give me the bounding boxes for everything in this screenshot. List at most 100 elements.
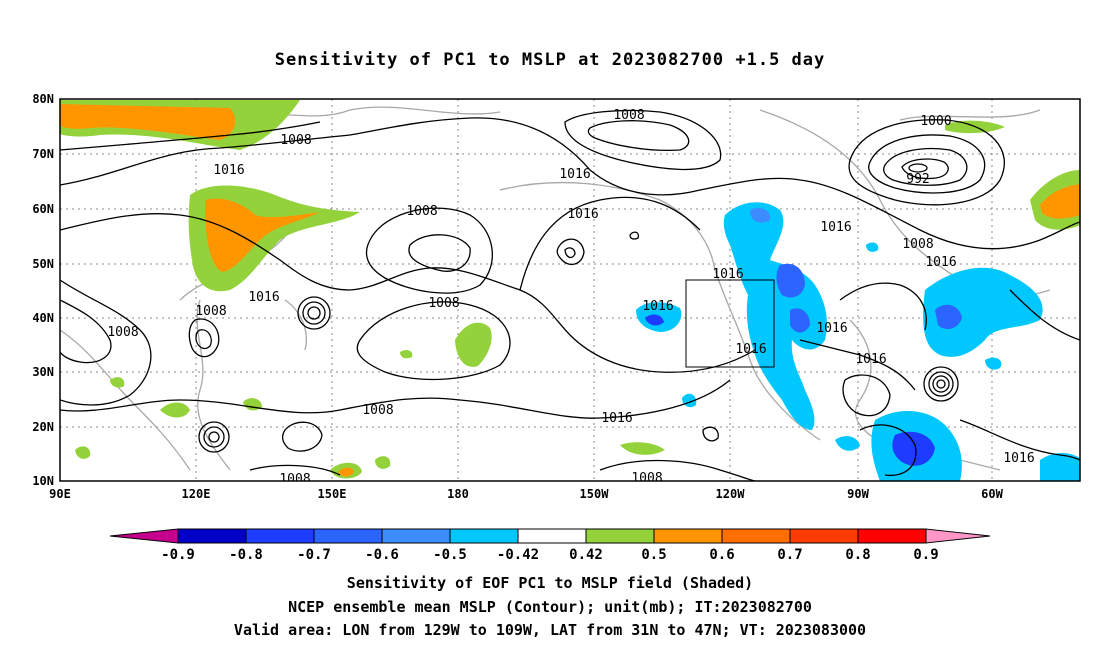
negative-core-3: [750, 208, 771, 223]
lon-label: 60W: [981, 487, 1003, 501]
colorbar-arrow-left: [109, 528, 179, 544]
positive-core-siberia: [205, 198, 320, 272]
colorbar-tick-label: 0.6: [709, 547, 734, 563]
contour-label: 1000: [920, 114, 951, 129]
longitude-labels: 90E 120E 150E 180 150W 120W 90W 60W: [49, 487, 1003, 501]
positive-core-atlantic: [1040, 184, 1080, 219]
lon-label: 120W: [716, 487, 746, 501]
positive-patch-8: [75, 446, 91, 459]
mslp-contours: [60, 109, 1080, 481]
lat-label: 60N: [32, 202, 54, 216]
colorbar-cell: [585, 528, 655, 544]
colorbar-tick-label: 0.7: [777, 547, 802, 563]
contour-label: 1008: [428, 296, 459, 311]
lon-label: 180: [447, 487, 469, 501]
valid-area-box: [685, 279, 775, 368]
colorbar-arrow-right: [925, 528, 991, 544]
negative-area-southeast: [1040, 453, 1080, 481]
lon-label: 90W: [847, 487, 869, 501]
negative-shading: [636, 202, 1080, 481]
positive-core-arctic: [60, 104, 236, 140]
contour-label: 1016: [816, 321, 847, 336]
contour-label: 1008: [279, 472, 310, 487]
contour-label: 1016: [601, 411, 632, 426]
lat-label: 10N: [32, 474, 54, 488]
contour-label: 1008: [362, 403, 393, 418]
contour-label: 1016: [642, 299, 673, 314]
negative-area-northamerica: [723, 202, 827, 430]
lat-label: 50N: [32, 257, 54, 271]
contour-label: 1016: [213, 163, 244, 178]
contour-label: 1016: [712, 267, 743, 282]
colorbar-tick-label: -0.9: [161, 547, 195, 563]
negative-core-offshore: [645, 314, 664, 326]
lon-label: 150E: [318, 487, 347, 501]
positive-patch-6: [110, 377, 125, 388]
positive-area-pacific: [455, 322, 492, 367]
positive-patch-4: [375, 456, 391, 469]
caption-contour: NCEP ensemble mean MSLP (Contour); unit(…: [288, 598, 812, 616]
colorbar-tick-label: -0.42: [497, 547, 539, 563]
negative-patch-north: [866, 242, 879, 252]
lon-label: 90E: [49, 487, 71, 501]
positive-patch-7: [400, 349, 413, 359]
colorbar-cell: [789, 528, 859, 544]
positive-shading: [60, 100, 1080, 479]
contour-label: 1008: [613, 108, 644, 123]
contour-label: 1016: [248, 290, 279, 305]
contour-label: 1008: [631, 471, 662, 486]
contour-label: 1008: [902, 237, 933, 252]
contour-label: 1008: [406, 204, 437, 219]
colorbar-cell: [449, 528, 519, 544]
contour-label: 1008: [280, 133, 311, 148]
colorbar-cell: [517, 528, 587, 544]
colorbar-tick-label: 0.5: [641, 547, 666, 563]
map-title: Sensitivity of PC1 to MSLP at 2023082700…: [274, 50, 826, 70]
colorbar-cell: [721, 528, 791, 544]
lat-label: 40N: [32, 311, 54, 325]
lon-label: 150W: [580, 487, 610, 501]
colorbar-tick-label: -0.5: [433, 547, 467, 563]
latitude-labels: 80N 70N 60N 50N 40N 30N 20N 10N: [32, 92, 54, 488]
negative-area-gulf: [835, 436, 860, 451]
lat-label: 70N: [32, 147, 54, 161]
colorbar-tick-label: -0.7: [297, 547, 331, 563]
contour-label: 1016: [820, 220, 851, 235]
negative-core-2: [790, 308, 810, 333]
contour-label: 1016: [735, 342, 766, 357]
contour-label: 1008: [107, 325, 138, 340]
colorbar-cell: [857, 528, 927, 544]
lon-label: 120E: [182, 487, 211, 501]
contour-label: 1016: [855, 352, 886, 367]
colorbar-cell: [313, 528, 383, 544]
colorbar: -0.9 -0.8 -0.7 -0.6 -0.5 -0.42 0.42 0.5 0.6 0.7 0.…: [109, 528, 991, 563]
colorbar-tick-label: 0.42: [569, 547, 603, 563]
colorbar-cell: [245, 528, 315, 544]
contour-label: 1016: [925, 255, 956, 270]
colorbar-tick-label: 0.8: [845, 547, 870, 563]
colorbar-cell: [653, 528, 723, 544]
colorbar-tick-label: -0.6: [365, 547, 399, 563]
positive-patch-1: [160, 402, 190, 418]
colorbar-cell: [177, 528, 247, 544]
lat-label: 30N: [32, 365, 54, 379]
caption-shading: Sensitivity of EOF PC1 to MSLP field (Sh…: [346, 574, 754, 592]
contour-label: 1008: [195, 304, 226, 319]
map-frame: [59, 98, 1081, 482]
colorbar-cell: [381, 528, 451, 544]
colorbar-tick-label: -0.8: [229, 547, 263, 563]
positive-core-patch-3: [338, 467, 354, 477]
contour-label: 992: [906, 172, 929, 187]
negative-patch-east: [985, 357, 1002, 370]
negative-core-atlantic: [935, 304, 962, 330]
negative-core-northamerica: [776, 263, 805, 298]
negative-area-atlantic: [923, 267, 1043, 357]
negative-core-caribbean: [892, 431, 935, 466]
lat-label: 80N: [32, 92, 54, 106]
lat-label: 20N: [32, 420, 54, 434]
contour-label: 1016: [559, 167, 590, 182]
contour-labels: 1008 1008 1016 1008 1016 1016 1000 992 1016 1008 1…: [107, 108, 1034, 487]
colorbar-tick-label: 0.9: [913, 547, 938, 563]
positive-patch-5: [620, 442, 665, 455]
